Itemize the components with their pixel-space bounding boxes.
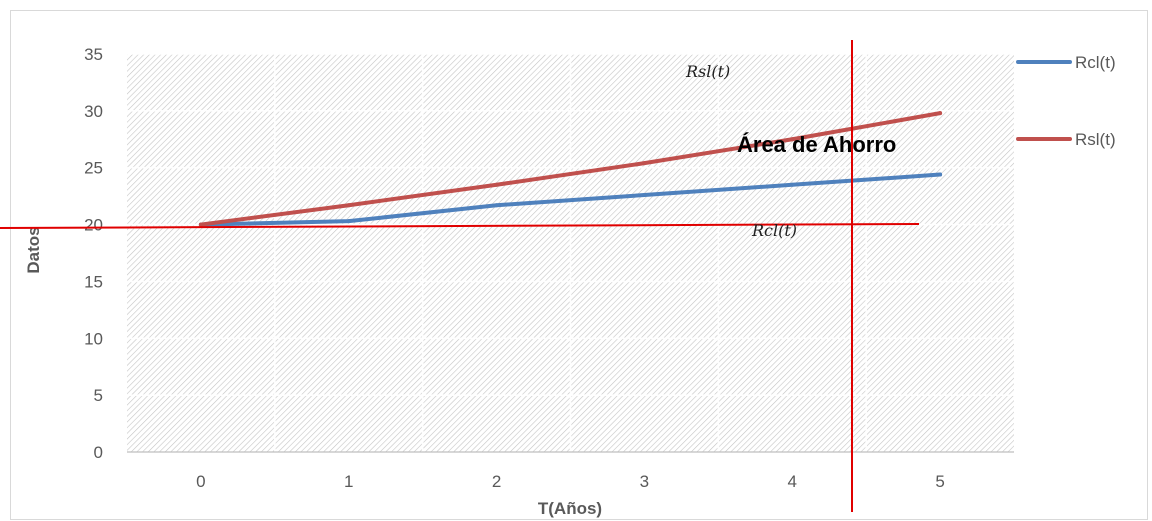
y-tick-label: 25 [84, 159, 103, 178]
x-tick-label: 4 [788, 472, 797, 491]
x-tick-label: 5 [935, 472, 944, 491]
x-tick-label: 1 [344, 472, 353, 491]
data-point [346, 219, 351, 224]
y-axis-ticks: 0 5 10 15 20 25 30 35 [84, 45, 103, 462]
y-tick-label: 20 [84, 216, 103, 235]
x-tick-label: 0 [196, 472, 205, 491]
y-tick-label: 35 [84, 45, 103, 64]
legend-label-rsl: Rsl(t) [1075, 130, 1116, 149]
data-point [198, 222, 203, 227]
x-axis-title: T(Años) [538, 499, 602, 518]
legend-label-rcl: Rcl(t) [1075, 53, 1116, 72]
data-point [346, 203, 351, 208]
data-point [790, 137, 795, 142]
legend-item-rcl: Rcl(t) [1016, 53, 1116, 72]
y-axis-title: Datos [24, 226, 43, 273]
y-tick-label: 30 [84, 102, 103, 121]
horizontal-reference-line [0, 223, 920, 229]
data-point [938, 111, 943, 116]
annotation-rcl: Rcl(t) [751, 221, 797, 240]
x-tick-label: 2 [492, 472, 501, 491]
y-tick-label: 0 [94, 443, 103, 462]
annotation-rsl: Rsl(t) [685, 62, 730, 81]
data-point [938, 172, 943, 177]
data-point [642, 193, 647, 198]
data-point [642, 161, 647, 166]
data-point [494, 203, 499, 208]
legend-item-rsl: Rsl(t) [1016, 130, 1116, 149]
series-line-0 [198, 172, 943, 227]
legend: Rcl(t) Rsl(t) [1016, 53, 1116, 149]
x-axis-ticks: 0 1 2 3 4 5 [196, 472, 945, 491]
series-line-1 [198, 111, 943, 227]
series-lines [198, 111, 943, 227]
data-point [790, 182, 795, 187]
y-tick-label: 15 [84, 272, 103, 291]
x-tick-label: 3 [640, 472, 649, 491]
y-tick-label: 10 [84, 329, 103, 348]
annotation-area-de-ahorro: Área de Ahorro [737, 132, 896, 157]
y-tick-label: 5 [94, 386, 103, 405]
data-point [494, 182, 499, 187]
